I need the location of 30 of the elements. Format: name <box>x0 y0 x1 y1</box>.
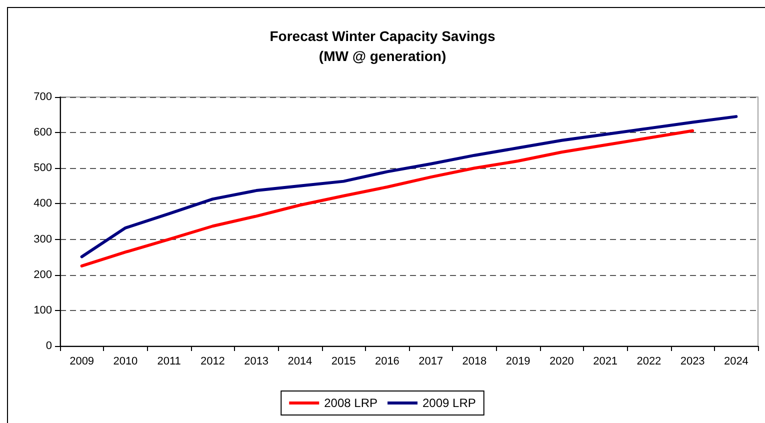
y-tick-label: 200 <box>34 268 52 281</box>
legend-label: 2009 LRP <box>422 396 476 410</box>
line-series <box>80 129 694 268</box>
x-tick-label: 2019 <box>506 356 530 368</box>
legend-label: 2008 LRP <box>324 396 378 410</box>
y-tick-label: 500 <box>34 162 52 174</box>
x-tick-label: 2016 <box>374 356 400 368</box>
x-tick-label: 2013 <box>244 356 269 368</box>
y-tick-label: 600 <box>34 126 52 139</box>
x-tick-label: 2014 <box>288 356 312 368</box>
x-tick-label: 2011 <box>157 356 181 368</box>
x-tick-label: 2009 <box>70 356 94 368</box>
y-tick-label: 100 <box>34 304 52 316</box>
y-tick-label: 300 <box>34 233 52 246</box>
x-tick-label: 2010 <box>113 356 138 368</box>
line-series <box>80 115 738 258</box>
x-tick-label: 2018 <box>462 356 487 368</box>
y-tick-label: 0 <box>46 340 52 352</box>
y-tick-label: 400 <box>34 198 52 210</box>
x-tick-label: 2021 <box>593 356 618 368</box>
x-tick-label: 2022 <box>636 356 662 368</box>
x-tick-label: 2012 <box>200 356 225 368</box>
x-tick-label: 2024 <box>724 356 748 368</box>
x-tick-label: 2020 <box>549 356 574 368</box>
chart-title: Forecast Winter Capacity Savings <box>270 28 496 44</box>
x-tick-label: 2017 <box>418 356 444 368</box>
chart-subtitle: (MW @ generation) <box>318 48 446 64</box>
x-tick-label: 2023 <box>680 356 705 368</box>
x-tick-label: 2015 <box>331 356 356 368</box>
y-tick-label: 700 <box>34 91 52 103</box>
